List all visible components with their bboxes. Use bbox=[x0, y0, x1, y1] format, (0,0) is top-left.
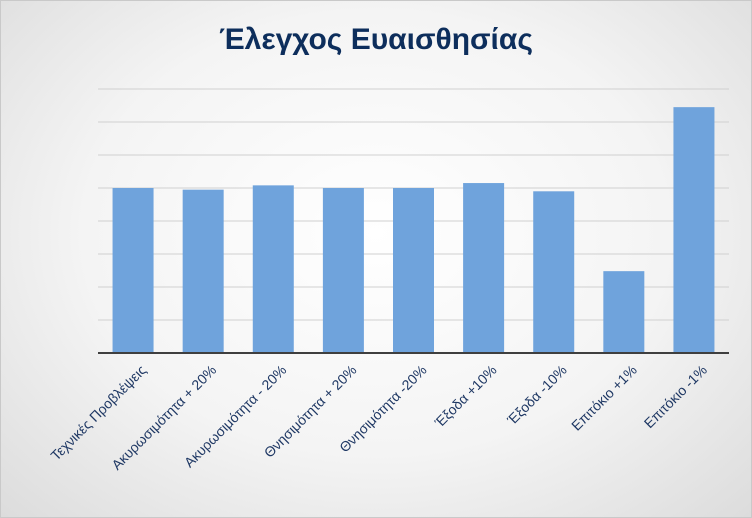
x-tick-label: Έξοδα +10% bbox=[431, 362, 500, 431]
bar bbox=[252, 185, 294, 353]
bar bbox=[393, 188, 434, 353]
bar bbox=[603, 271, 645, 353]
bar bbox=[673, 107, 715, 354]
bar bbox=[533, 191, 575, 353]
bar bbox=[322, 188, 364, 353]
bars bbox=[112, 107, 715, 354]
x-tick-label: Επιτόκιο -1% bbox=[641, 362, 710, 431]
x-tick-label: Έξοδα -10% bbox=[503, 362, 570, 429]
bar bbox=[182, 189, 224, 353]
bar bbox=[463, 183, 505, 353]
chart-title: Έλεγχος Ευαισθησίας bbox=[219, 23, 533, 56]
x-tick-label: Επιτόκιο +1% bbox=[568, 362, 640, 434]
bar bbox=[112, 188, 154, 353]
